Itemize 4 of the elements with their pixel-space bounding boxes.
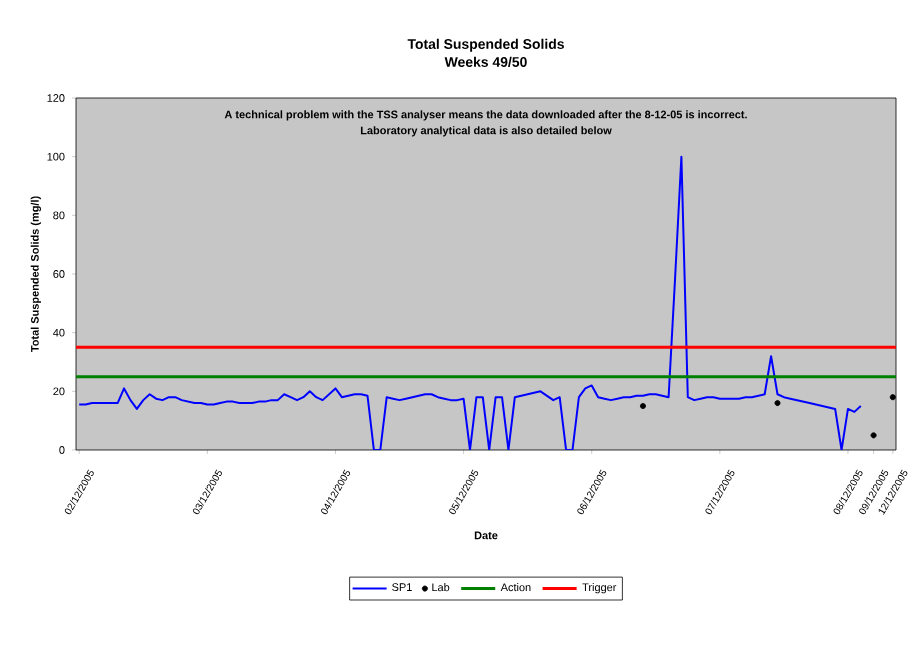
point [639, 403, 646, 409]
point [889, 394, 896, 401]
point [774, 400, 781, 407]
point [870, 432, 877, 439]
